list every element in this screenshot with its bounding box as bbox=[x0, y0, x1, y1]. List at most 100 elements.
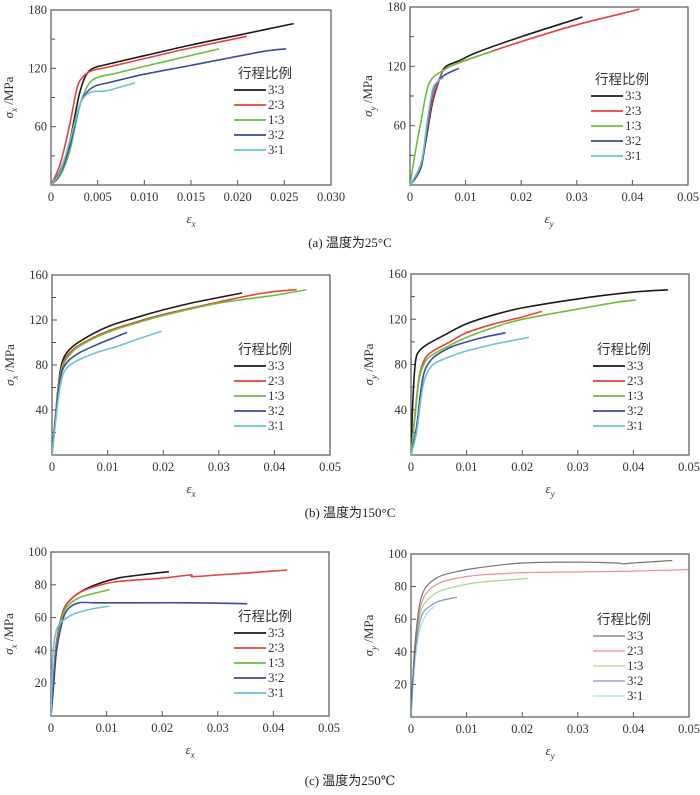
y-tick-label: 100 bbox=[28, 545, 47, 559]
x-tick-label: 0.020 bbox=[224, 190, 252, 204]
x-tick-label: 0 bbox=[408, 460, 414, 474]
series-line-3-1 bbox=[411, 336, 530, 455]
chart-a-y: 0 0.01 0.02 0.03 0.04 0.05 60 120 180 εy σy /MPa 行程… bbox=[360, 0, 699, 229]
x-tick-label: 0.01 bbox=[456, 722, 478, 736]
x-tick-label: 0.05 bbox=[319, 460, 341, 474]
x-tick-label: 0 bbox=[48, 190, 54, 204]
series-line-3-3 bbox=[410, 16, 583, 185]
chart-c-x: 0 0.01 0.02 0.03 0.04 0.05 20 40 60 80 100 εx σx /MP… bbox=[1, 545, 340, 760]
x-tick-label: 0.030 bbox=[317, 190, 345, 204]
legend-title: 行程比例 bbox=[238, 342, 292, 357]
legend-label: 1∶3 bbox=[268, 112, 284, 127]
x-tick-label: 0.03 bbox=[207, 721, 229, 735]
series-line-3-2 bbox=[52, 331, 128, 455]
x-tick-label: 0.01 bbox=[96, 721, 118, 735]
plot-frame bbox=[410, 273, 690, 456]
x-tick-label: 0 bbox=[408, 722, 414, 736]
y-axis-label: σx /MPa bbox=[2, 344, 20, 386]
legend-label: 1∶3 bbox=[627, 658, 643, 673]
y-axis-label: σx /MPa bbox=[1, 76, 19, 118]
y-tick-label: 80 bbox=[395, 358, 408, 372]
series-line-3-3 bbox=[51, 570, 169, 716]
x-axis-label: εx bbox=[186, 211, 195, 229]
x-tick-label: 0.04 bbox=[263, 460, 286, 474]
x-tick-label: 0.025 bbox=[270, 190, 298, 204]
legend-label: 3∶2 bbox=[268, 403, 284, 418]
chart-a-x: 0 0.005 0.010 0.015 0.020 0.025 0.030 60 120 180 ε… bbox=[1, 3, 345, 229]
legend-label: 3∶3 bbox=[627, 628, 643, 643]
y-tick-label: 60 bbox=[395, 612, 408, 626]
legend-label: 1∶3 bbox=[625, 118, 641, 133]
legend-label: 3∶3 bbox=[627, 358, 643, 373]
series-line-3-1 bbox=[51, 82, 136, 185]
caption-c: (c) 温度为250℃ bbox=[304, 773, 396, 788]
series-line-2-3 bbox=[51, 569, 288, 716]
y-axis-label: σy /MPa bbox=[360, 75, 378, 117]
series-line-2-3 bbox=[411, 568, 689, 717]
y-axis-label: σy /MPa bbox=[361, 614, 379, 656]
y-tick-label: 60 bbox=[35, 611, 48, 625]
legend-label: 2∶3 bbox=[625, 103, 641, 118]
legend-label: 3∶2 bbox=[627, 403, 643, 418]
x-tick-label: 0.03 bbox=[567, 722, 589, 736]
x-tick-label: 0.010 bbox=[130, 190, 158, 204]
series-line-3-1 bbox=[51, 605, 110, 716]
x-axis-label: εx bbox=[185, 742, 194, 760]
x-tick-label: 0.05 bbox=[678, 460, 700, 474]
chart-b-x: 0 0.01 0.02 0.03 0.04 0.05 40 80 120 160 εx σx /MPa… bbox=[2, 268, 341, 499]
legend-label: 2∶3 bbox=[627, 373, 643, 388]
legend-label: 3∶3 bbox=[268, 358, 284, 373]
caption-a: (a) 温度为25°C bbox=[308, 235, 392, 250]
series-line-3-3 bbox=[411, 559, 673, 717]
series-line-3-3 bbox=[411, 289, 668, 455]
legend-title: 行程比例 bbox=[238, 609, 292, 624]
x-tick-label: 0.01 bbox=[455, 190, 477, 204]
chart-c-y: 0 0.01 0.02 0.03 0.04 0.05 20 40 60 80 100 εy σy /MP… bbox=[361, 547, 700, 761]
x-tick-label: 0.03 bbox=[208, 460, 230, 474]
legend-label: 1∶3 bbox=[268, 655, 284, 670]
legend-label: 3∶1 bbox=[627, 688, 643, 703]
legend-label: 1∶3 bbox=[627, 388, 643, 403]
plot-frame bbox=[50, 551, 330, 717]
y-tick-label: 40 bbox=[35, 643, 48, 657]
x-tick-label: 0.05 bbox=[678, 722, 700, 736]
y-tick-label: 20 bbox=[35, 676, 48, 690]
legend-label: 2∶3 bbox=[627, 643, 643, 658]
series-line-1-3 bbox=[51, 588, 110, 716]
x-tick-label: 0.02 bbox=[511, 460, 533, 474]
series-line-3-2 bbox=[51, 48, 287, 185]
series-line-3-1 bbox=[411, 605, 436, 717]
y-tick-label: 40 bbox=[36, 403, 49, 417]
series-line-3-3 bbox=[52, 292, 243, 455]
legend-label: 2∶3 bbox=[268, 640, 284, 655]
y-tick-label: 80 bbox=[36, 358, 49, 372]
series-line-2-3 bbox=[51, 35, 248, 185]
y-tick-label: 60 bbox=[394, 119, 407, 133]
x-axis-label: εx bbox=[186, 481, 195, 499]
y-tick-label: 40 bbox=[395, 403, 408, 417]
x-tick-label: 0.01 bbox=[456, 460, 478, 474]
legend-label: 2∶3 bbox=[268, 373, 284, 388]
legend-title: 行程比例 bbox=[597, 612, 651, 627]
x-tick-label: 0 bbox=[48, 721, 54, 735]
x-tick-label: 0.02 bbox=[510, 190, 532, 204]
series-line-2-3 bbox=[52, 288, 297, 455]
series-line-3-2 bbox=[51, 601, 248, 716]
y-tick-label: 40 bbox=[395, 645, 408, 659]
legend-label: 3∶2 bbox=[627, 673, 643, 688]
y-tick-label: 180 bbox=[28, 3, 47, 17]
y-axis-label: σx /MPa bbox=[1, 613, 19, 655]
legend-title: 行程比例 bbox=[238, 66, 292, 81]
series-line-1-3 bbox=[410, 50, 493, 185]
legend-label: 3∶3 bbox=[625, 88, 641, 103]
series-line-3-1 bbox=[410, 77, 444, 185]
x-tick-label: 0.02 bbox=[511, 722, 533, 736]
y-tick-label: 20 bbox=[395, 677, 408, 691]
y-tick-label: 160 bbox=[29, 268, 48, 282]
y-tick-label: 120 bbox=[387, 59, 406, 73]
